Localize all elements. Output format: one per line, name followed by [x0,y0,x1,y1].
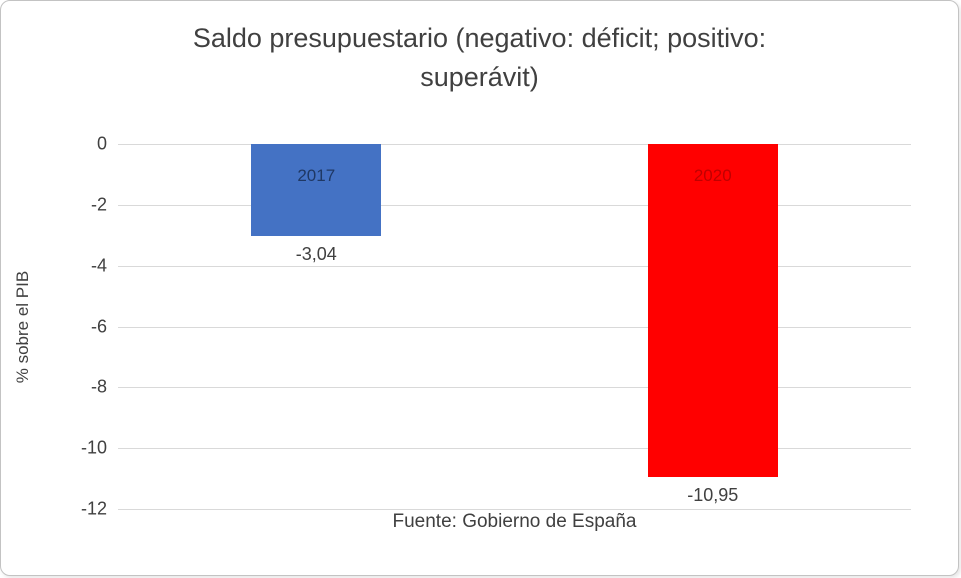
y-tick-label: -2 [90,194,107,215]
y-tick-label: -12 [80,498,107,519]
gridline [118,265,911,267]
gridline [118,144,911,145]
gridline [118,387,911,389]
bar-2020-label: 2020 [693,166,732,185]
bar-2017: 2017 [251,144,382,237]
y-tick-label: -4 [90,255,107,276]
y-tick-label: 0 [96,133,107,154]
gridline [118,204,911,206]
chart-title-line-1: Saldo presupuestario (negativo: déficit;… [192,23,767,53]
chart-title: Saldo presupuestario (negativo: déficit;… [1,19,958,97]
plot-area: 2017 -3,04 2020 -10,95 [118,144,911,510]
bar-2020-value-label: -10,95 [687,485,739,506]
gridline [118,509,911,510]
bar-2017-label: 2017 [297,166,336,185]
chart-title-line-2: superávit) [420,62,539,93]
y-tick-label: -10 [80,437,107,458]
bar-2017-value-label: -3,04 [295,244,337,265]
gridline [118,326,911,328]
gridline [118,448,911,450]
source-caption: Fuente: Gobierno de España [392,511,637,532]
y-tick-label: -8 [90,376,107,397]
bar-2020: 2020 [647,144,778,478]
y-tick-label: -6 [90,316,107,336]
y-axis-ticks: 0 -2 -4 -6 -8 -10 -12 [1,134,107,519]
